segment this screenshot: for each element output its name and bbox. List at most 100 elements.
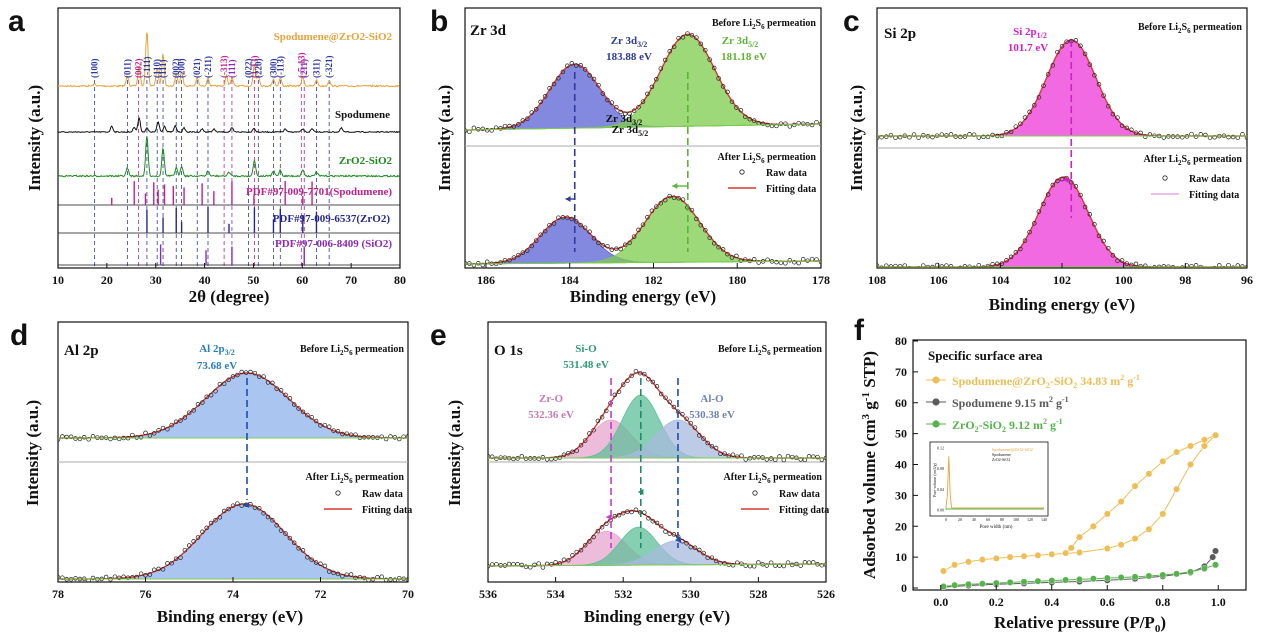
panel-d-al2p: d 78 76 74 72 70 Al 2p Before Li2S6 permeati… <box>10 319 414 626</box>
panel-title: Si 2p <box>884 26 916 42</box>
isotherm-point <box>1103 510 1111 518</box>
raw-data-point <box>703 227 708 233</box>
raw-data-point <box>599 524 605 530</box>
legend-raw-label: Raw data <box>1189 174 1230 185</box>
x-tick-label: 0.4 <box>1044 595 1059 609</box>
y-tick-label: 40 <box>895 458 907 472</box>
raw-data-point <box>1022 115 1028 120</box>
background-line <box>465 260 821 265</box>
raw-data-point <box>353 432 358 437</box>
isotherm-point <box>1145 525 1153 533</box>
raw-data-point <box>705 555 710 560</box>
raw-data-point <box>561 557 567 563</box>
y-axis-title: Adsorbed volume (cm3 g-1 STP) <box>860 351 879 579</box>
raw-data-point <box>618 246 623 252</box>
x-tick-label: 10 <box>52 273 64 287</box>
raw-data-point <box>335 571 341 577</box>
isotherm-point <box>992 555 1000 562</box>
y-tick-label: 10 <box>895 550 907 564</box>
raw-data-point <box>217 515 223 520</box>
inset-legend-composite: Spodumene@ZrO2-SiO2 <box>992 447 1033 452</box>
raw-data-point <box>396 575 402 581</box>
raw-data-point <box>658 66 664 71</box>
raw-data-point <box>676 35 681 41</box>
raw-data-point <box>239 369 244 375</box>
isotherm-point <box>1212 547 1219 555</box>
isotherm-point <box>951 561 958 569</box>
raw-data-point <box>777 563 782 568</box>
raw-data-point <box>574 549 579 555</box>
raw-data-point <box>713 445 719 451</box>
raw-data-point <box>348 432 354 438</box>
raw-data-point <box>971 132 977 137</box>
raw-data-point <box>278 528 284 533</box>
isotherm-point <box>1201 436 1208 444</box>
raw-data-point <box>191 539 196 544</box>
raw-data-point <box>1092 222 1097 227</box>
raw-data-point <box>252 370 258 376</box>
raw-data-point <box>707 235 712 240</box>
raw-data-point <box>68 434 74 440</box>
legend-raw-label: Raw data <box>362 489 403 500</box>
raw-data-point <box>697 547 702 553</box>
raw-data-point <box>722 561 727 566</box>
raw-data-point <box>256 506 262 511</box>
isotherm-point <box>1034 551 1042 559</box>
raw-data-point <box>235 372 240 378</box>
raw-data-point <box>283 531 288 536</box>
raw-data-point <box>565 215 570 220</box>
inset-legend: Spodumene <box>992 452 1011 457</box>
inset-x-tick: 100 <box>1013 517 1019 522</box>
raw-data-point <box>743 114 748 119</box>
isotherm-point <box>1062 549 1070 557</box>
raw-data-point <box>1022 238 1028 244</box>
raw-data-point <box>392 577 398 582</box>
legend-label: Spodumene 9.15 m2 g-1 <box>952 395 1069 410</box>
raw-data-point <box>366 577 371 582</box>
raw-data-point <box>533 238 539 243</box>
inset-y-tick: 0.08 <box>937 466 944 471</box>
raw-data-point <box>587 229 592 235</box>
raw-data-point <box>1013 250 1019 255</box>
xps-component-peak <box>877 39 1247 137</box>
raw-data-point <box>605 97 610 103</box>
raw-data-point <box>125 575 131 580</box>
raw-data-point <box>633 368 639 374</box>
raw-data-point <box>542 228 548 234</box>
legend-marker <box>932 420 940 428</box>
legend-raw-symbol <box>335 490 341 496</box>
raw-data-point <box>226 506 231 512</box>
raw-data-point <box>633 507 639 513</box>
raw-data-point <box>591 534 596 540</box>
isotherm-point <box>1076 549 1083 556</box>
isotherm-point <box>1131 482 1139 490</box>
peak-name-zro: Zr-O <box>539 393 563 405</box>
raw-data-point <box>1124 125 1130 131</box>
raw-data-point <box>627 111 632 117</box>
raw-data-point <box>958 134 963 140</box>
panel-title: O 1s <box>494 343 523 359</box>
raw-data-point <box>671 195 677 201</box>
raw-data-point <box>326 569 332 574</box>
panel-title: Zr 3d <box>470 23 507 39</box>
raw-data-point <box>165 561 170 566</box>
raw-data-point <box>705 440 710 446</box>
raw-data-point <box>718 451 723 457</box>
before-label: Before Li2S6 permeation <box>712 18 816 31</box>
raw-data-point <box>516 122 521 127</box>
raw-data-point <box>1036 209 1042 214</box>
x-tick-label: 530 <box>682 587 700 601</box>
raw-data-point <box>1004 130 1009 135</box>
raw-data-point <box>711 65 717 71</box>
peak-shift-arrowhead <box>606 514 612 520</box>
raw-data-point <box>1161 264 1167 268</box>
isotherm-point <box>1131 535 1139 542</box>
raw-data-point <box>734 253 739 259</box>
raw-data-point <box>662 197 668 203</box>
y-axis-title: Intensity (a.u.) <box>847 85 866 191</box>
raw-data-point <box>516 252 521 258</box>
raw-data-point <box>640 99 646 104</box>
raw-data-point <box>81 435 87 440</box>
isotherm-point <box>1145 470 1153 478</box>
raw-data-point <box>538 232 543 237</box>
